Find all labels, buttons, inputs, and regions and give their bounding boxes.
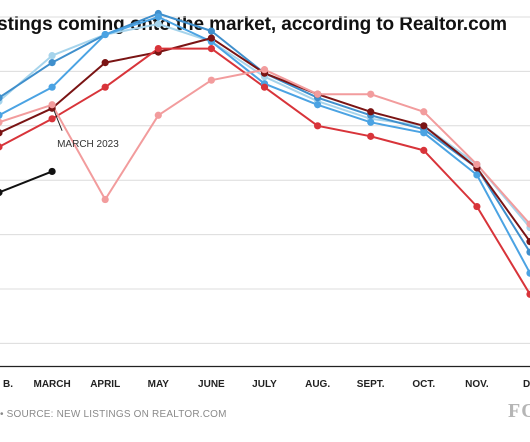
data-point-4-10 (526, 290, 530, 298)
x-tick-labels: B. MARCH APRIL MAY JUNE JULY AUG. SEPT. OCT. NOV.… (3, 379, 530, 390)
data-point-4-7 (367, 132, 375, 140)
x-tick-label-1: MARCH (33, 379, 70, 390)
data-point-2-10 (526, 269, 530, 277)
data-point-4-0 (0, 143, 3, 151)
annotation-group: MARCH 2023 (53, 110, 119, 150)
annotation-label: MARCH 2023 (57, 139, 119, 150)
data-point-2-1 (48, 83, 56, 91)
data-point-5-8 (420, 108, 428, 116)
data-point-3-7 (367, 108, 375, 116)
data-point-4-8 (420, 146, 428, 154)
x-tick-label-5: JULY (252, 379, 277, 390)
data-point-5-2 (101, 195, 109, 204)
data-point-3-4 (207, 34, 215, 42)
data-point-5-10 (526, 220, 530, 228)
data-point-4-9 (473, 202, 481, 211)
data-point-0-3 (154, 20, 162, 28)
data-point-2-8 (420, 129, 428, 137)
x-tick-label-4: JUNE (198, 379, 225, 390)
data-point-4-1 (48, 115, 56, 123)
data-point-2-0 (0, 111, 3, 119)
series-line-6 (0, 170, 53, 194)
data-point-2-7 (367, 118, 375, 126)
x-tick-label-8: OCT. (412, 379, 435, 390)
publisher-logo: FO (508, 400, 530, 422)
x-tick-label-3: MAY (148, 379, 170, 390)
data-point-2-2 (101, 30, 109, 39)
data-point-1-10 (526, 248, 530, 256)
data-point-4-5 (260, 83, 269, 91)
data-point-3-10 (526, 238, 530, 246)
x-tick-label-10: DE (523, 379, 530, 390)
data-point-5-5 (260, 66, 269, 74)
x-tick-label-9: NOV. (465, 379, 489, 390)
data-point-2-6 (314, 101, 322, 109)
source-note: • SOURCE: NEW LISTINGS ON REALTOR.COM (0, 409, 227, 420)
data-point-5-6 (314, 90, 322, 98)
series-points (0, 9, 530, 298)
data-point-2-3 (154, 13, 162, 21)
data-point-4-4 (207, 44, 215, 53)
data-point-5-9 (473, 160, 481, 169)
data-point-5-7 (367, 90, 375, 98)
data-point-2-9 (473, 171, 481, 179)
data-point-5-4 (207, 76, 215, 84)
data-point-5-0 (0, 118, 3, 126)
data-point-1-4 (207, 27, 215, 35)
data-point-0-1 (48, 52, 56, 60)
series-line-1 (0, 12, 530, 253)
data-point-5-3 (154, 111, 162, 119)
series-lines (0, 12, 530, 295)
data-point-3-2 (101, 59, 109, 67)
x-tick-label-7: SEPT. (357, 379, 385, 390)
data-point-4-3 (154, 44, 162, 53)
annotation-leader (53, 110, 63, 131)
data-point-1-0 (0, 94, 3, 102)
x-tick-label-6: AUG. (305, 379, 330, 390)
x-tick-label-0: B. (3, 379, 13, 390)
data-point-4-6 (314, 122, 322, 130)
data-point-1-1 (48, 59, 56, 67)
data-point-3-0 (0, 129, 3, 137)
x-tick-label-2: APRIL (90, 379, 120, 390)
data-point-4-2 (101, 83, 109, 91)
data-point-6-0 (0, 189, 3, 196)
data-point-3-8 (420, 122, 428, 130)
data-point-6-1 (48, 167, 56, 176)
data-point-5-1 (48, 101, 56, 109)
